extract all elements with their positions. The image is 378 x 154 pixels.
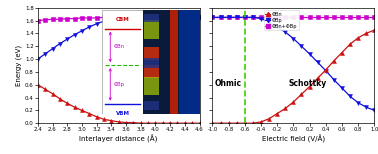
Y-axis label: Energy (eV): Energy (eV) <box>15 45 22 86</box>
Text: Ohmic: Ohmic <box>215 79 242 88</box>
X-axis label: Interlayer distance (Å): Interlayer distance (Å) <box>79 135 158 143</box>
Legend: ΦBn, ΦBp, ΦBn+ΦBp: ΦBn, ΦBp, ΦBn+ΦBp <box>263 10 299 30</box>
Text: Schottky: Schottky <box>289 79 327 88</box>
X-axis label: Electric field (V/Å): Electric field (V/Å) <box>262 135 325 143</box>
